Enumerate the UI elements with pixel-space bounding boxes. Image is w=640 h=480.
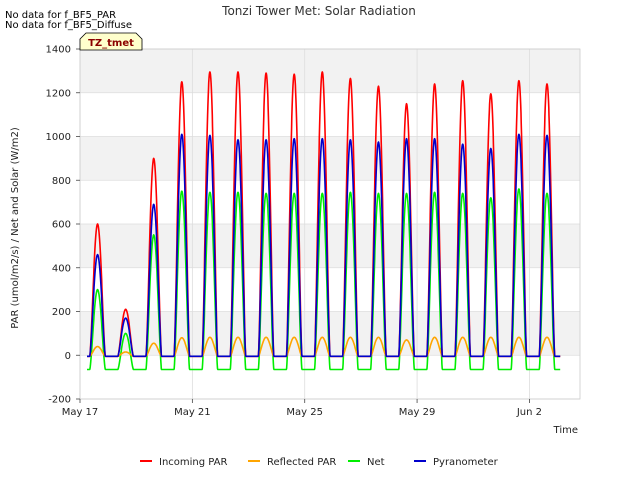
site-tag-box — [79, 32, 143, 51]
y-tick-label: -200 — [48, 395, 71, 406]
y-tick-label: 1000 — [46, 132, 71, 143]
x-tick-label: May 17 — [62, 407, 99, 418]
x-tick-label: Jun 2 — [516, 407, 542, 418]
y-tick-label: 200 — [52, 307, 71, 318]
no-data-note-par: No data for f_BF5_PAR — [5, 10, 116, 21]
y-tick-label: 400 — [52, 263, 71, 274]
y-axis-ticks: -200 0 200 400 600 800 1000 1200 1400 — [46, 45, 80, 406]
legend-label: Reflected PAR — [267, 457, 336, 468]
plot-band — [80, 180, 580, 224]
series-line-pyranometer — [86, 133, 561, 358]
plot-band — [80, 267, 580, 312]
plot-band — [80, 136, 580, 181]
series-lines — [86, 71, 561, 371]
legend-label: Net — [367, 457, 385, 468]
y-tick-label: 1400 — [46, 45, 71, 56]
legend-label: Incoming PAR — [159, 457, 228, 468]
y-tick-label: 0 — [65, 351, 71, 362]
y-tick-label: 800 — [52, 176, 71, 187]
chart-title: Tonzi Tower Met: Solar Radiation — [221, 4, 416, 18]
legend-label: Pyranometer — [433, 457, 499, 468]
x-axis-label: Time — [553, 425, 578, 436]
site-tag-label: TZ_tmet — [88, 38, 134, 49]
plot-band — [80, 49, 580, 93]
legend: Incoming PAR Reflected PAR Net Pyranometer — [140, 457, 499, 468]
no-data-note-diffuse: No data for f_BF5_Diffuse — [5, 20, 132, 31]
x-tick-label: May 29 — [399, 407, 436, 418]
series-line-net — [86, 188, 561, 371]
plot-band — [80, 92, 580, 137]
y-tick-label: 600 — [52, 220, 71, 231]
y-axis-label: PAR (umol/m2/s) / Net and Solar (W/m2) — [10, 127, 21, 329]
x-tick-label: May 21 — [174, 407, 211, 418]
site-tag: TZ_tmet — [79, 32, 143, 51]
x-tick-label: May 25 — [286, 407, 323, 418]
x-axis-ticks: May 17 May 21 May 25 May 29 Jun 2 — [62, 399, 542, 418]
y-tick-label: 1200 — [46, 88, 71, 99]
